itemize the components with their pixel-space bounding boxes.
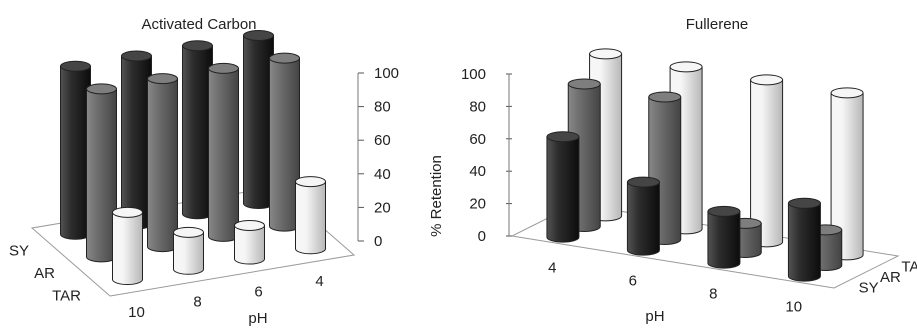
chart-title: Activated Carbon (141, 16, 256, 33)
bar-ar-ph-8 (147, 73, 178, 253)
labels: Fullerene 0 20 40 60 80 100 % Retention 4 6 8 10 pH S… (428, 16, 917, 325)
x-tick-label: 8 (709, 286, 717, 303)
bar-ar-ph-4 (269, 52, 300, 232)
bar-tar-ph-10 (112, 206, 143, 286)
bar-tar-ph-6 (234, 219, 265, 265)
y-tick-label: 100 (461, 66, 486, 83)
bar-sy-ph-4 (243, 29, 274, 209)
x-axis-label: pH (248, 310, 267, 327)
bar-tar-ph-8 (173, 226, 204, 275)
bar-sy-ph-4 (546, 131, 580, 243)
bars (546, 48, 864, 282)
series-label-sy: SY (9, 242, 29, 259)
y-tick-label: 80 (374, 99, 391, 116)
x-tick-label: 10 (128, 304, 145, 321)
bar-tar-ph-8 (750, 74, 784, 248)
series-label-ar: AR (880, 269, 901, 286)
x-tick-label: 6 (629, 273, 637, 290)
y-tick-label: 0 (478, 228, 486, 245)
series-label-tar: TAR (901, 258, 917, 275)
bar-sy-ph-8 (707, 205, 741, 269)
y-tick-label: 100 (374, 65, 399, 82)
y-tick-label: 0 (374, 233, 382, 250)
chart-activated-carbon: Activated Carbon 0 20 40 60 80 100 4 6 8 10 pH SY AR T… (9, 16, 399, 327)
bar-ar-ph-6 (208, 62, 239, 242)
y-tick-label: 60 (469, 131, 486, 148)
x-tick-label: 10 (785, 299, 802, 316)
x-tick-label: 6 (254, 283, 262, 300)
y-tick-label: 20 (469, 196, 486, 213)
series-label-sy: SY (859, 280, 879, 297)
labels: Activated Carbon 0 20 40 60 80 100 4 6 8 10 pH SY AR T… (9, 16, 399, 327)
x-tick-label: 8 (193, 294, 201, 311)
chart-fullerene: Fullerene 0 20 40 60 80 100 % Retention 4 6 8 10 pH S… (428, 16, 917, 325)
series-label-ar: AR (34, 265, 55, 282)
bar-tar-ph-4 (295, 176, 326, 255)
y-tick-label: 40 (374, 166, 391, 183)
y-tick-label: 20 (374, 199, 391, 216)
bar-sy-ph-10 (787, 197, 821, 282)
x-axis-label: pH (645, 308, 664, 325)
x-tick-label: 4 (548, 260, 556, 277)
y-tick-label: 60 (374, 132, 391, 149)
chart-title: Fullerene (686, 16, 749, 33)
bar-ar-ph-10 (86, 83, 117, 263)
series-label-tar: TAR (52, 288, 81, 305)
bar-sy-ph-6 (182, 40, 213, 220)
bars (60, 29, 326, 286)
y-tick-label: 40 (469, 163, 486, 180)
y-tick-label: 80 (469, 98, 486, 115)
y-axis-label: % Retention (428, 155, 445, 237)
x-tick-label: 4 (315, 273, 323, 290)
bar-sy-ph-6 (626, 176, 660, 256)
